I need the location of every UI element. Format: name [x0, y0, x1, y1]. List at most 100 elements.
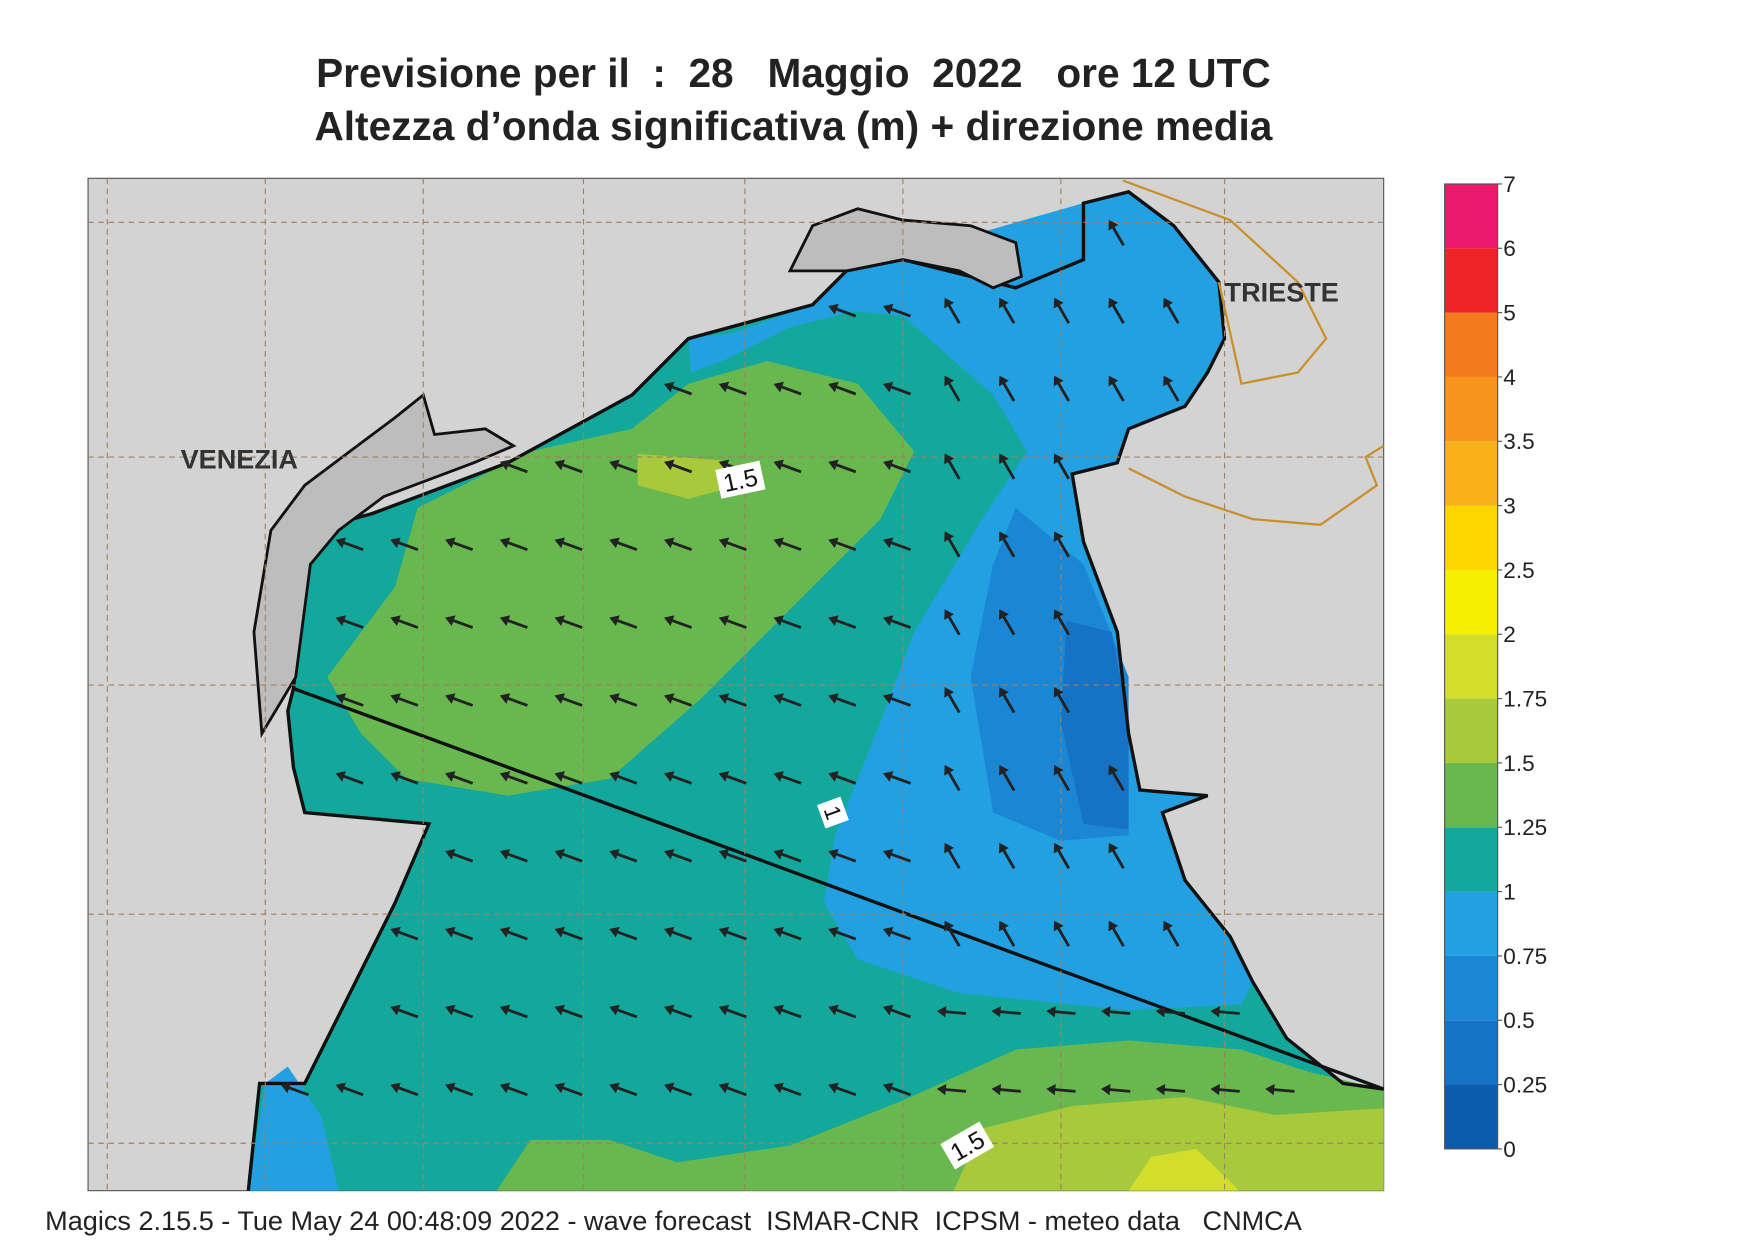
arrow [999, 375, 1016, 402]
arrow-head [1101, 1006, 1111, 1018]
arrow-head [445, 1082, 456, 1094]
arrow [390, 1004, 419, 1019]
arrow [828, 848, 857, 863]
arrow [999, 920, 1016, 947]
contour-label-box [817, 796, 849, 829]
arrow [554, 771, 583, 785]
arrow-head [1053, 297, 1064, 309]
arrow-head [1053, 687, 1064, 698]
arrow-head [390, 926, 401, 938]
arrow [773, 537, 802, 552]
arrow [999, 765, 1016, 792]
arrow-head [499, 848, 511, 860]
arrow-head [554, 693, 565, 704]
arrow [773, 926, 802, 941]
arrow [554, 926, 583, 941]
arrow [718, 771, 747, 785]
arrow-head [499, 537, 511, 549]
arrow-head [1046, 1006, 1056, 1018]
arrow [999, 297, 1016, 324]
arrow [1053, 453, 1071, 480]
footer: Magics 2.15.5 - Tue May 24 00:48:09 2022… [45, 1205, 1303, 1236]
arrow [1053, 842, 1071, 870]
arrow [664, 926, 693, 941]
arrow [882, 693, 912, 707]
arrow-head [718, 1082, 730, 1094]
arrow [445, 771, 474, 785]
arrow [828, 693, 857, 707]
arrow-head [828, 381, 839, 393]
colorbar-tick-label: 0.75 [1503, 944, 1547, 969]
arrow-head [499, 693, 511, 704]
colorbar-tick-label: 1.5 [1503, 751, 1534, 776]
arrow [390, 1082, 419, 1097]
arrow [944, 765, 961, 792]
arrow [499, 771, 528, 785]
arrow-head [445, 1004, 456, 1016]
arrow [999, 609, 1016, 636]
arrow-head [999, 920, 1009, 932]
arrow [445, 537, 474, 552]
arrow [1053, 687, 1071, 714]
colorbar-tick-label: 0.25 [1503, 1072, 1547, 1097]
arrow [718, 848, 747, 863]
arrow-head [773, 381, 784, 393]
arrow [335, 537, 364, 552]
arrow-head [882, 848, 894, 860]
arrow-head [499, 615, 511, 626]
colorbar: 0 0.25 0.5 0.75 1 1.25 1.5 1.75 2 2.5 3 3.5 4 5 6 7 [1444, 172, 1547, 1162]
arrow [1053, 297, 1071, 324]
arrow-head [1155, 1083, 1166, 1096]
arrow-head [1046, 1083, 1056, 1096]
arrow [1108, 375, 1125, 402]
colorbar-band [1444, 698, 1498, 763]
arrow-head [828, 303, 839, 315]
arrow-head [828, 771, 839, 782]
arrow-head [609, 1082, 620, 1094]
arrow [445, 615, 474, 629]
coastline [291, 190, 1385, 1091]
arrow [1108, 920, 1125, 947]
colorbar-band [1444, 634, 1498, 699]
arrow-head [390, 1082, 401, 1094]
arrow-head [1108, 297, 1119, 309]
arrow-head [882, 771, 894, 782]
arrow-head [1053, 609, 1064, 620]
arrow [718, 381, 747, 396]
arrow-head [609, 693, 620, 704]
arrow-head [999, 842, 1009, 854]
arrow [445, 693, 474, 707]
arrow-head [718, 848, 730, 860]
arrow-head [773, 615, 784, 626]
arrow-head [554, 926, 565, 938]
arrow [1163, 297, 1180, 324]
arrow-head [999, 297, 1009, 309]
arrow [499, 537, 528, 552]
arrow [882, 615, 912, 629]
subtitle: Altezza d’onda significativa (m) + direz… [314, 103, 1272, 149]
arrow [609, 771, 638, 785]
arrow-head [773, 1082, 784, 1094]
arrow-head [1108, 920, 1119, 932]
arrow-head [609, 848, 620, 860]
arrow-head [390, 615, 401, 626]
arrow-head [664, 615, 675, 626]
arrow-head [944, 920, 955, 932]
arrow [499, 848, 528, 863]
arrow-head [390, 771, 401, 782]
arrow-head [944, 842, 955, 854]
arrow-head [718, 381, 730, 393]
arrow-head [335, 537, 347, 549]
arrow [1265, 1083, 1295, 1096]
colorbar-tick-label: 6 [1503, 236, 1516, 261]
arrow-head [499, 459, 511, 471]
city-label: VENEZIA [181, 443, 298, 474]
arrow-head [445, 537, 456, 549]
arrow-head [1053, 453, 1064, 465]
arrow [280, 1082, 309, 1097]
arrow [1210, 1006, 1240, 1018]
colorbar-tick-label: 4 [1503, 365, 1516, 390]
arrow-head [1053, 842, 1064, 854]
arrow [390, 615, 419, 629]
arrow-head [664, 459, 675, 471]
